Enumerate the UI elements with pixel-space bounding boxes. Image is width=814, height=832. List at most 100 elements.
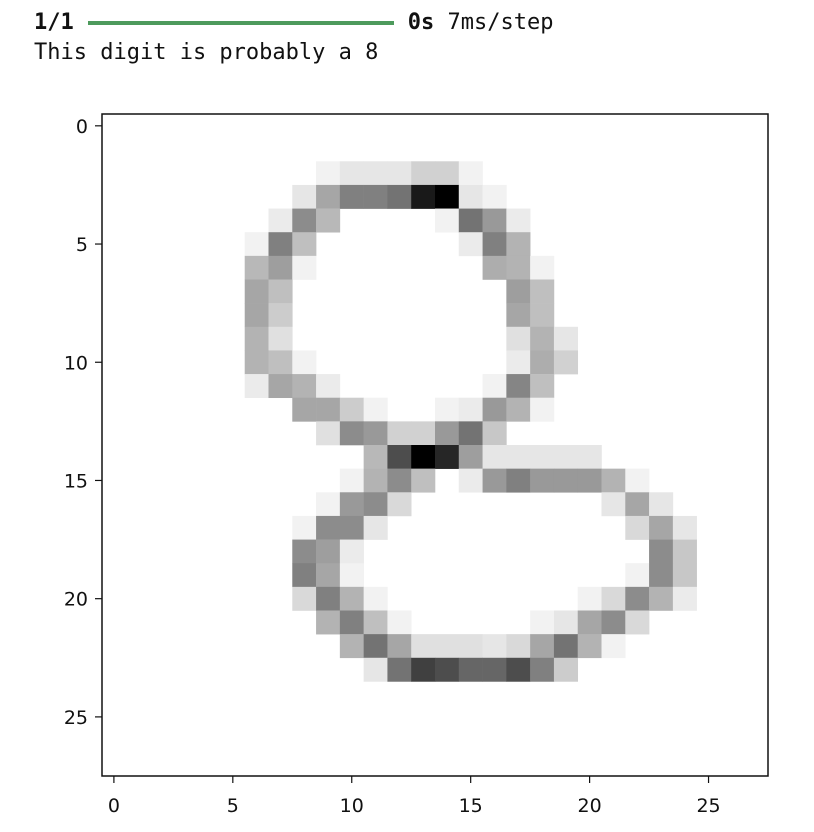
pixel-cell bbox=[649, 492, 674, 517]
pixel-cell bbox=[458, 421, 483, 446]
pixel-cell bbox=[553, 468, 579, 493]
pixel-cell bbox=[577, 634, 602, 659]
pixel-cell bbox=[292, 232, 317, 257]
pixel-cell bbox=[625, 586, 650, 611]
pixel-cell bbox=[435, 657, 460, 682]
pixel-cell bbox=[244, 350, 269, 375]
step-count: 1/1 bbox=[34, 10, 74, 35]
pixel-cell bbox=[482, 397, 507, 422]
pixel-cell bbox=[339, 397, 364, 422]
pixel-cell bbox=[506, 657, 531, 682]
pixel-cell bbox=[387, 421, 412, 446]
pixel-cell bbox=[435, 208, 460, 233]
pixel-cell bbox=[625, 468, 650, 493]
pixel-cell bbox=[672, 539, 697, 564]
pixel-cell bbox=[387, 445, 412, 469]
pixel-cell bbox=[292, 184, 317, 209]
pixel-cell bbox=[435, 184, 460, 209]
pixel-cell bbox=[268, 303, 293, 328]
pixel-cell bbox=[530, 634, 555, 659]
y-tick-label: 15 bbox=[64, 470, 88, 492]
x-tick-label: 0 bbox=[108, 795, 120, 817]
pixel-cell bbox=[530, 255, 555, 280]
pixel-cell bbox=[530, 374, 555, 399]
pixel-cell bbox=[601, 468, 626, 493]
pixel-cell bbox=[244, 279, 269, 304]
pixel-cell bbox=[316, 184, 341, 209]
y-axis: 0 5 10 15 20 25 bbox=[64, 116, 102, 729]
pixel-cell bbox=[316, 161, 341, 186]
pixel-cell bbox=[435, 161, 460, 186]
pixel-cell bbox=[292, 515, 317, 540]
prediction-message: This digit is probably a 8 bbox=[34, 40, 379, 65]
pixel-cell bbox=[339, 492, 364, 517]
pixel-cell bbox=[244, 303, 269, 328]
pixel-cell bbox=[363, 161, 388, 186]
pixel-cell bbox=[339, 563, 364, 588]
pixel-cell bbox=[387, 492, 412, 517]
pixel-cell bbox=[506, 374, 531, 399]
pixel-cell bbox=[316, 397, 341, 422]
pixel-cell bbox=[506, 232, 531, 257]
pixel-cell bbox=[506, 255, 531, 280]
pixel-cell bbox=[363, 421, 388, 446]
pixel-cell bbox=[506, 208, 531, 233]
pixel-cell bbox=[411, 657, 436, 682]
pixel-cell bbox=[363, 184, 388, 209]
pixel-cell bbox=[458, 161, 483, 186]
pixel-cell bbox=[482, 232, 507, 257]
pixel-cell bbox=[458, 208, 483, 233]
y-tick-label: 20 bbox=[64, 589, 88, 611]
pixel-cell bbox=[411, 421, 436, 446]
pixel-cell bbox=[411, 184, 436, 209]
pixel-cell bbox=[506, 326, 531, 351]
pixel-cell bbox=[411, 445, 436, 469]
x-tick-label: 25 bbox=[696, 795, 720, 817]
pixel-cell bbox=[458, 445, 483, 469]
pixel-cell bbox=[244, 374, 269, 399]
pixel-cell bbox=[363, 468, 388, 493]
pixel-cell bbox=[458, 397, 483, 422]
pixel-grid bbox=[244, 161, 697, 682]
pixel-cell bbox=[530, 610, 555, 635]
pixel-cell bbox=[649, 586, 674, 611]
pixel-cell bbox=[601, 610, 626, 635]
y-tick-label: 25 bbox=[64, 707, 88, 729]
x-tick-label: 15 bbox=[459, 795, 483, 817]
pixel-cell bbox=[339, 421, 364, 446]
pixel-cell bbox=[316, 421, 341, 446]
pixel-cell bbox=[649, 563, 674, 588]
pixel-cell bbox=[625, 563, 650, 588]
pixel-cell bbox=[268, 374, 293, 399]
pixel-cell bbox=[530, 279, 555, 304]
pixel-cell bbox=[553, 445, 579, 469]
pixel-cell bbox=[530, 445, 555, 469]
pixel-cell bbox=[387, 634, 412, 659]
pixel-cell bbox=[553, 657, 579, 682]
pixel-cell bbox=[316, 610, 341, 635]
pixel-cell bbox=[482, 374, 507, 399]
console-output: 1/1 0s 7ms/step This digit is probably a… bbox=[34, 8, 553, 68]
pixel-cell bbox=[387, 468, 412, 493]
pixel-cell bbox=[601, 634, 626, 659]
progress-bar bbox=[87, 21, 394, 25]
pixel-cell bbox=[339, 610, 364, 635]
pixel-cell bbox=[506, 445, 531, 469]
pixel-cell bbox=[316, 586, 341, 611]
pixel-cell bbox=[672, 515, 697, 540]
pixel-cell bbox=[672, 563, 697, 588]
pixel-cell bbox=[339, 161, 364, 186]
pixel-cell bbox=[387, 610, 412, 635]
pixel-cell bbox=[316, 539, 341, 564]
pixel-cell bbox=[363, 445, 388, 469]
pixel-cell bbox=[268, 232, 293, 257]
pixel-cell bbox=[339, 586, 364, 611]
pixel-cell bbox=[458, 184, 483, 209]
pixel-cell bbox=[435, 397, 460, 422]
pixel-cell bbox=[292, 374, 317, 399]
pixel-cell bbox=[387, 161, 412, 186]
pixel-cell bbox=[411, 468, 436, 493]
pixel-cell bbox=[244, 232, 269, 257]
pixel-cell bbox=[625, 515, 650, 540]
